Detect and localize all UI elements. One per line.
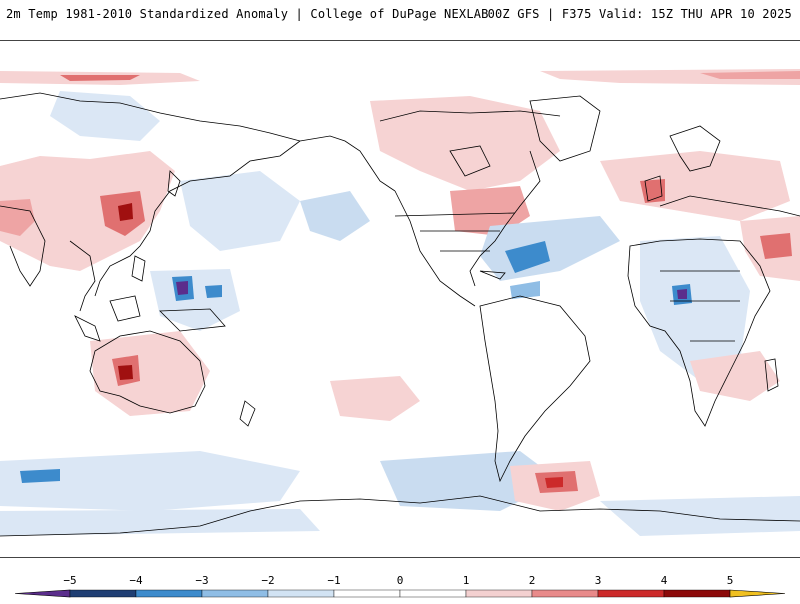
mideast-warm-strong (760, 233, 792, 259)
greenland-canada-warm (370, 96, 560, 191)
colorbar-arrow-max (729, 589, 786, 598)
colorbar-tick-label: −2 (261, 574, 274, 587)
north-america-east (469, 150, 541, 287)
colorbar-segment (333, 589, 401, 598)
pacific-cold-1 (50, 91, 160, 141)
maritime-cold-east (205, 285, 222, 298)
south-africa-warm (690, 351, 780, 401)
scandinavia (669, 125, 721, 172)
uk-coast (644, 175, 663, 202)
map-title: 2m Temp 1981-2010 Standardized Anomaly |… (6, 7, 489, 21)
australia (89, 330, 206, 414)
colorbar-segment (465, 589, 533, 598)
anomaly-map[interactable] (0, 40, 800, 558)
colorbar-tick-label: 3 (595, 574, 602, 587)
arctic-warm-core (60, 75, 140, 81)
asia-warm-region (0, 151, 175, 271)
asia-north-coast (0, 92, 301, 142)
atlantic-cold-strong (505, 241, 550, 273)
pacific-cold-3 (300, 191, 370, 241)
india-coast (0, 205, 46, 287)
colorbar-tick-label: 5 (727, 574, 734, 587)
us-borders (394, 212, 516, 252)
atlantic-cold-band (480, 216, 620, 281)
maritime-cold (150, 269, 240, 331)
colorbar-arrow-min (14, 589, 71, 598)
model-run-info: 00Z GFS | F375 Valid: 15Z THU APR 10 202… (487, 7, 792, 21)
colorbar-segment (135, 589, 203, 598)
philippines (131, 255, 146, 282)
pacific-cold-2 (180, 171, 300, 251)
greenland (529, 95, 601, 162)
canada-arctic (379, 110, 561, 122)
colorbar-segment (663, 589, 731, 598)
japan (167, 170, 181, 197)
colorbar-segment (69, 589, 137, 598)
us-east-warm (450, 186, 530, 236)
africa-cold-extreme (677, 289, 687, 299)
colorbar-tick-label: −4 (129, 574, 143, 587)
colorbar-tick-label: 0 (397, 574, 404, 587)
coastlines (0, 92, 800, 537)
australia-warm (90, 331, 210, 416)
southern-ocean-strong (20, 469, 60, 483)
atlantic-cold-strong-2 (510, 281, 540, 299)
colorbar-segment (597, 589, 665, 598)
colorbar-segment (267, 589, 335, 598)
south-america (479, 295, 591, 483)
india-warm (0, 199, 35, 236)
africa-cold (640, 236, 750, 381)
colorbar-tick-label: −1 (327, 574, 340, 587)
maritime-cold-extreme (176, 281, 188, 295)
madagascar (764, 358, 779, 392)
colorbar-segment (531, 589, 599, 598)
europe-warm (600, 151, 790, 221)
colorbar-ticks: −5 −4 −3 −2 −1 0 1 2 3 4 5 (63, 574, 733, 587)
colorbar: −5 −4 −3 −2 −1 0 1 2 3 4 5 (0, 562, 800, 600)
colorbar-svg: −5 −4 −3 −2 −1 0 1 2 3 4 5 (14, 574, 786, 598)
arctic-warm-east-core (700, 71, 800, 79)
sumatra (74, 315, 101, 342)
hudson-bay (449, 145, 491, 177)
borneo (109, 295, 141, 322)
colorbar-bands (14, 589, 786, 598)
europe-coast (659, 195, 800, 217)
antarctica-coast (0, 495, 800, 537)
colorbar-tick-label: −5 (63, 574, 76, 587)
africa-borders (660, 270, 740, 342)
colorbar-segment (201, 589, 269, 598)
colorbar-segment (399, 589, 467, 598)
colorbar-tick-label: −3 (195, 574, 208, 587)
southeast-asia (69, 240, 96, 312)
southern-ocean-cold (0, 451, 300, 511)
africa (627, 238, 771, 427)
australia-warm-core (118, 365, 133, 380)
new-guinea (159, 308, 226, 332)
colorbar-tick-label: 1 (463, 574, 470, 587)
asia-warm-core (118, 203, 133, 221)
new-zealand (239, 400, 256, 427)
colorbar-tick-label: 2 (529, 574, 536, 587)
colorbar-tick-label: 4 (661, 574, 668, 587)
southern-pacific-warm (330, 376, 420, 421)
asia-east-coast (94, 140, 301, 297)
alaska-coast (299, 135, 396, 192)
antarctic-warm-core (545, 477, 563, 488)
antarctic-cold-west (0, 509, 320, 536)
anomaly-shading (0, 69, 800, 536)
map-canvas (0, 69, 800, 537)
cuba (479, 270, 506, 280)
header: 2m Temp 1981-2010 Standardized Anomaly |… (0, 0, 800, 28)
